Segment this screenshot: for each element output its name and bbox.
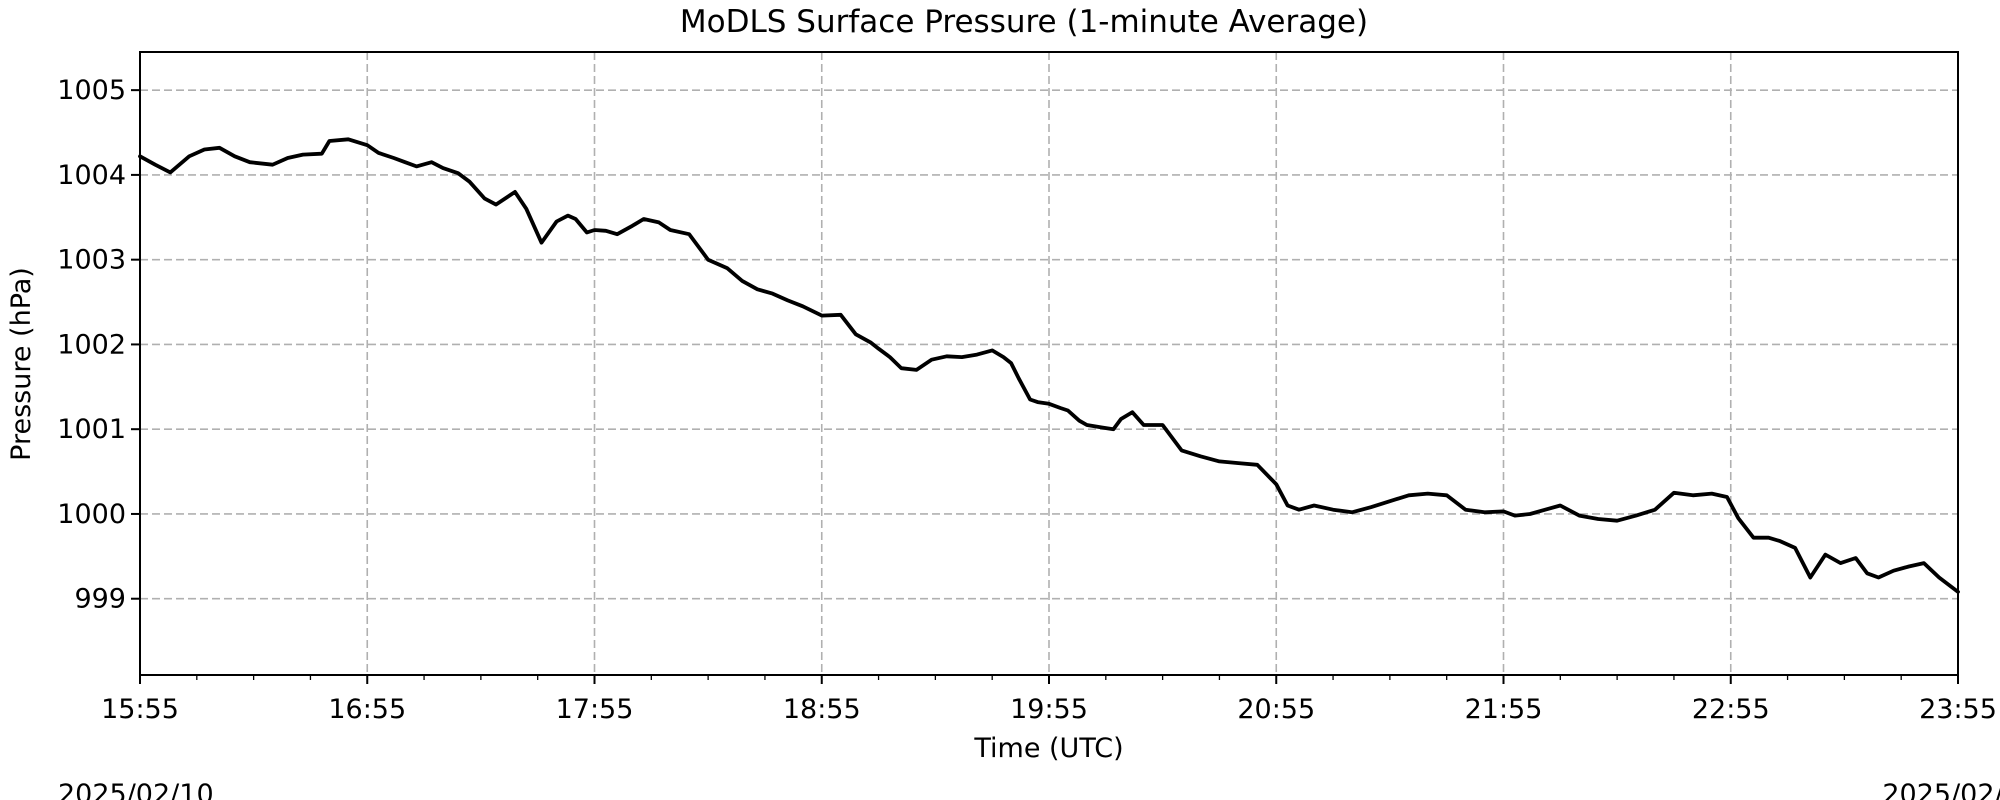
x-tick-label: 20:55: [1237, 694, 1315, 725]
x-tick-label: 22:55: [1692, 694, 1770, 725]
end-date-label: 2025/02/10: [1882, 779, 2000, 800]
start-date-label: 2025/02/10: [58, 779, 214, 800]
ticks: [131, 89, 1959, 684]
y-tick-label: 1005: [57, 75, 126, 106]
y-tick-label: 1004: [57, 160, 126, 191]
y-axis-label: Pressure (hPa): [6, 267, 37, 461]
x-tick-label: 18:55: [783, 694, 861, 725]
y-tick-label: 1002: [57, 329, 126, 360]
x-tick-label: 17:55: [556, 694, 634, 725]
x-tick-label: 21:55: [1465, 694, 1543, 725]
y-tick-labels: 999 1000 1001 1002 1003 1004 1005: [57, 75, 126, 615]
grid: [139, 52, 1959, 675]
y-tick-label: 1001: [57, 414, 126, 445]
x-axis-label: Time (UTC): [973, 733, 1123, 764]
x-tick-label: 23:55: [1919, 694, 1997, 725]
x-tick-label: 15:55: [101, 694, 179, 725]
y-tick-label: 1000: [57, 499, 126, 530]
pressure-series-line: [138, 137, 1960, 594]
y-tick-label: 1003: [57, 245, 126, 276]
x-tick-label: 16:55: [328, 694, 406, 725]
y-tick-label: 999: [74, 584, 126, 615]
x-tick-labels: 15:55 16:55 17:55 18:55 19:55 20:55 21:55 22:55…: [101, 694, 1997, 725]
x-tick-label: 19:55: [1010, 694, 1088, 725]
series-layer: [138, 137, 1960, 594]
chart-title: MoDLS Surface Pressure (1-minute Average…: [680, 4, 1368, 40]
